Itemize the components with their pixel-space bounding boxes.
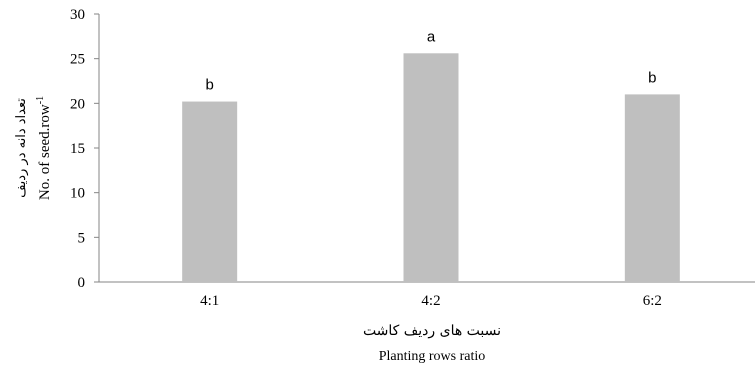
y-axis-title: No. of seed.row-1 [35,96,53,200]
bar-6-2 [624,94,680,283]
bar-4-2 [403,53,459,282]
x-axis-title: Planting rows ratio [379,349,486,364]
y-tick-label: 20 [70,96,85,112]
y-axis-title-main: No. of seed.row [37,104,53,200]
y-tick-label: 30 [70,7,85,23]
significance-letter: b [648,69,656,86]
x-axis-title-persian: نسبت های ردیف کاشت [363,323,501,339]
x-axis-ticks: 4:1 4:2 6:2 [200,293,662,309]
y-axis-title-persian: تعداد دانه در ردیف [14,98,29,198]
y-tick-label: 15 [70,141,85,157]
y-axis-ticks: 0 5 10 15 20 25 30 [70,7,99,291]
x-tick-label: 4:2 [421,293,440,309]
y-tick-label: 0 [78,275,86,291]
bars: b a b [182,28,680,283]
significance-letter: b [205,77,213,94]
x-tick-label: 6:2 [643,293,662,309]
y-axis-title-superscript: -1 [35,96,46,104]
bar-4-1 [182,101,238,283]
x-tick-label: 4:1 [200,293,219,309]
y-tick-label: 10 [70,186,85,202]
y-tick-label: 5 [78,230,86,246]
y-tick-label: 25 [70,52,85,68]
significance-letter: a [427,28,436,45]
